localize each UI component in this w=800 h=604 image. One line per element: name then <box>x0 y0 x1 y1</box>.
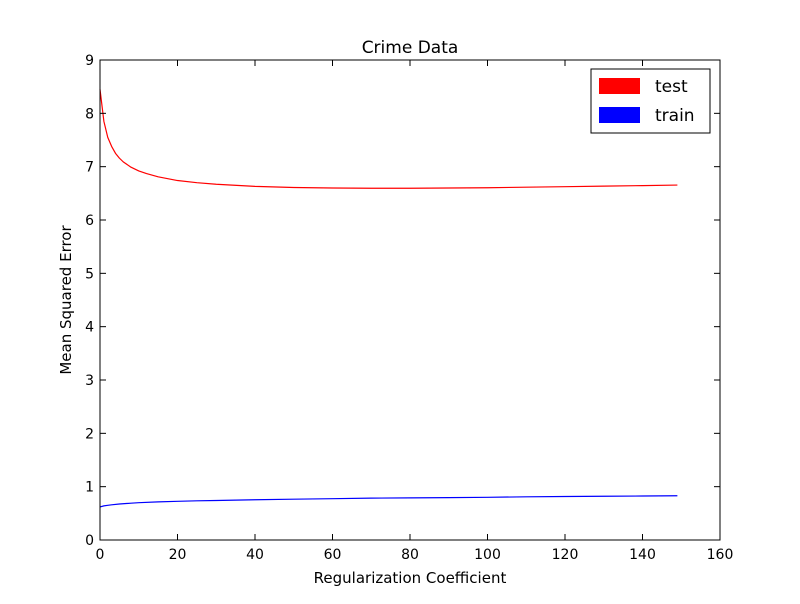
legend-label-test: test <box>655 77 688 97</box>
x-axis-label: Regularization Coefficient <box>314 569 507 587</box>
x-tick-label-0: 0 <box>96 547 105 563</box>
x-tick-label-160: 160 <box>707 547 734 563</box>
plot-layer: 0 20 40 60 80 100 120 140 160 0 1 2 3 4 5 6 7 8 9 test train <box>85 53 733 563</box>
x-tick-label-60: 60 <box>324 547 342 563</box>
x-tick-label-40: 40 <box>246 547 264 563</box>
y-tick-label-4: 4 <box>85 320 94 336</box>
y-tick-label-3: 3 <box>85 373 94 389</box>
y-axis-label: Mean Squared Error <box>57 225 75 375</box>
y-tick-label-5: 5 <box>85 266 94 282</box>
series-line-train <box>99 495 678 508</box>
x-tick-label-140: 140 <box>629 547 656 563</box>
y-tick-label-7: 7 <box>85 160 94 176</box>
x-tick-label-100: 100 <box>474 547 501 563</box>
legend-swatch-train <box>599 107 640 123</box>
y-tick-label-9: 9 <box>85 53 94 69</box>
x-tick-label-20: 20 <box>169 547 187 563</box>
legend-label-train: train <box>655 106 695 126</box>
series-line-test <box>99 89 678 189</box>
x-tick-label-80: 80 <box>401 547 419 563</box>
chart-title: Crime Data <box>362 38 459 58</box>
x-tick-label-120: 120 <box>552 547 579 563</box>
y-tick-label-1: 1 <box>85 480 94 496</box>
y-tick-label-6: 6 <box>85 213 94 229</box>
plot-area <box>100 60 720 540</box>
y-tick-label-8: 8 <box>85 106 94 122</box>
y-tick-label-2: 2 <box>85 426 94 442</box>
legend-swatch-test <box>599 78 640 94</box>
y-tick-label-0: 0 <box>85 533 94 549</box>
